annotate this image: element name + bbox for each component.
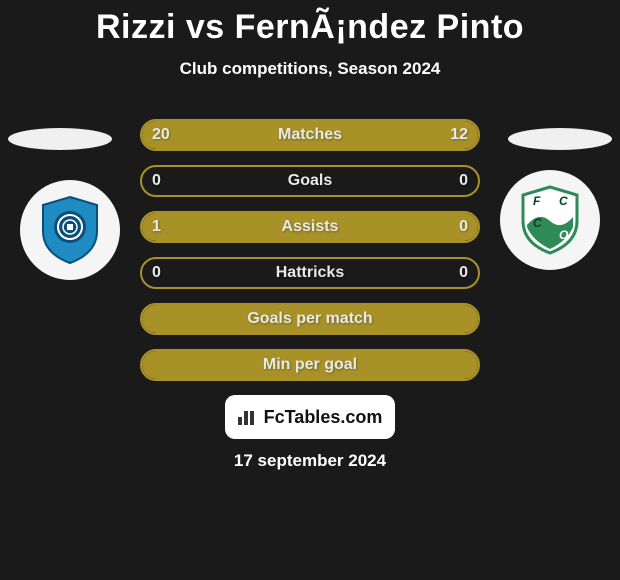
stat-right-value: 0 bbox=[459, 218, 468, 236]
svg-text:F: F bbox=[533, 194, 541, 208]
stat-label: Goals per match bbox=[142, 310, 478, 328]
brand-label: FcTables.com bbox=[264, 407, 383, 428]
stat-right-value: 0 bbox=[459, 172, 468, 190]
stat-label: Min per goal bbox=[142, 356, 478, 374]
stat-label: Hattricks bbox=[142, 264, 478, 282]
stat-right-value: 12 bbox=[450, 126, 468, 144]
shield-icon: F C C O bbox=[511, 181, 589, 259]
player-left-placeholder bbox=[8, 128, 112, 150]
stat-label: Goals bbox=[142, 172, 478, 190]
subtitle: Club competitions, Season 2024 bbox=[0, 47, 620, 79]
shield-icon bbox=[31, 191, 109, 269]
brand-badge[interactable]: FcTables.com bbox=[225, 395, 395, 439]
stat-label: Matches bbox=[142, 126, 478, 144]
stat-right-value: 0 bbox=[459, 264, 468, 282]
svg-text:C: C bbox=[559, 194, 568, 208]
stat-label: Assists bbox=[142, 218, 478, 236]
stat-row-hattricks: 0 Hattricks 0 bbox=[140, 257, 480, 289]
page-title: Rizzi vs FernÃ¡ndez Pinto bbox=[0, 0, 620, 47]
stat-row-goals-per-match: Goals per match bbox=[140, 303, 480, 335]
team-left-badge bbox=[20, 180, 120, 280]
svg-text:C: C bbox=[533, 216, 542, 230]
bars-icon bbox=[238, 409, 260, 425]
player-right-placeholder bbox=[508, 128, 612, 150]
stat-row-goals: 0 Goals 0 bbox=[140, 165, 480, 197]
team-right-badge: F C C O bbox=[500, 170, 600, 270]
stat-row-assists: 1 Assists 0 bbox=[140, 211, 480, 243]
date-text: 17 september 2024 bbox=[0, 439, 620, 471]
stat-row-min-per-goal: Min per goal bbox=[140, 349, 480, 381]
stats-container: 20 Matches 12 0 Goals 0 1 Assists 0 0 Ha… bbox=[140, 119, 480, 381]
stat-row-matches: 20 Matches 12 bbox=[140, 119, 480, 151]
svg-text:O: O bbox=[559, 228, 569, 242]
